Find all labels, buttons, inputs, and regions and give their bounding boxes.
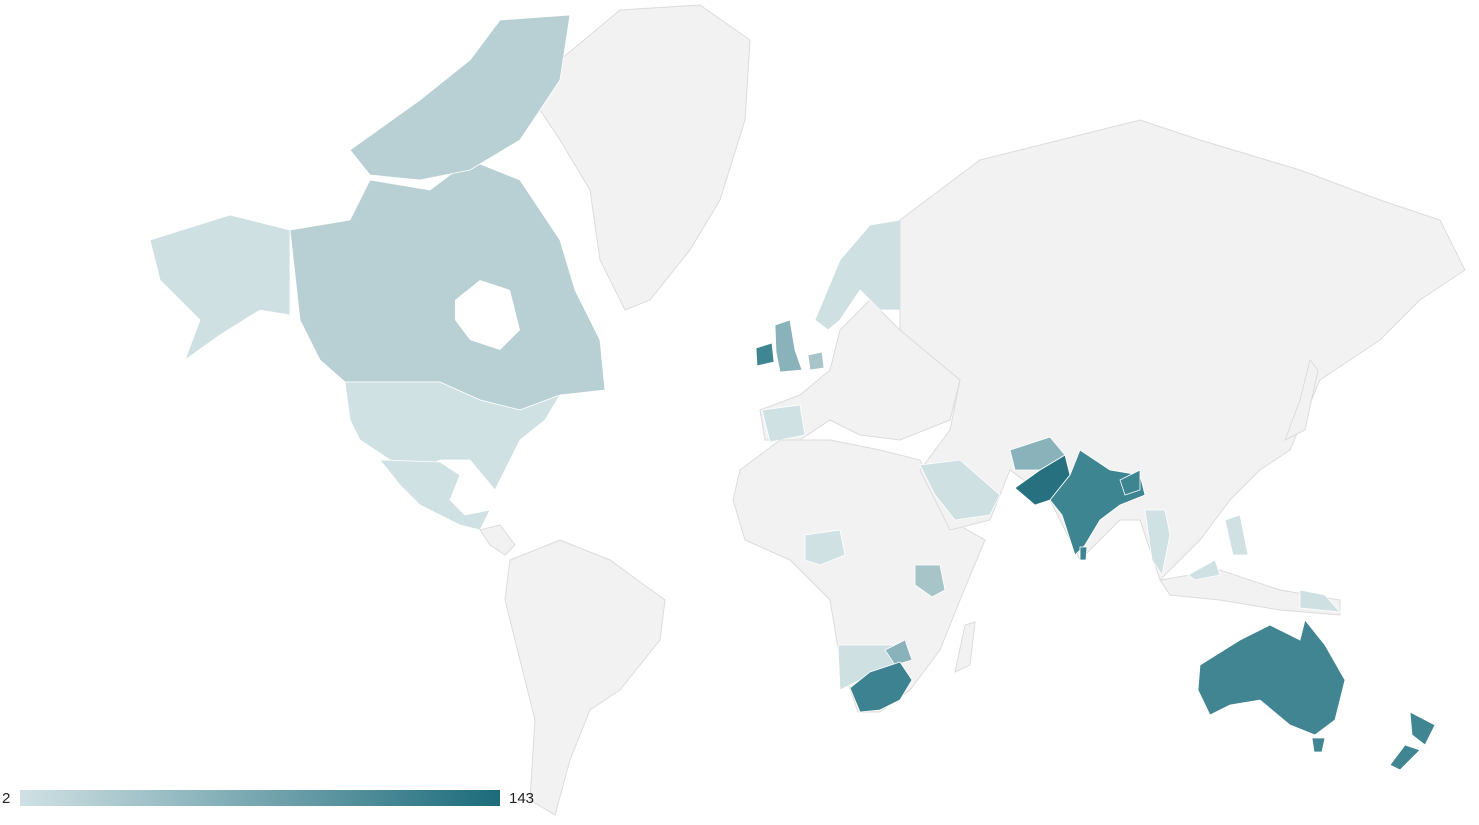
- legend: 2 143: [2, 790, 534, 807]
- saudi-arabia: [919, 459, 1001, 521]
- tasmania: [1311, 737, 1326, 753]
- new-zealand: [1389, 711, 1436, 771]
- arctic-islands: [349, 14, 571, 181]
- nigeria: [804, 529, 846, 566]
- legend-max-label: 143: [509, 790, 534, 807]
- europe: [759, 299, 961, 441]
- central-america: [479, 524, 516, 556]
- kenya: [914, 564, 946, 598]
- color-scale: [20, 790, 500, 806]
- papua-new-guinea: [1299, 589, 1341, 613]
- philippines: [1224, 514, 1249, 556]
- south-america: [504, 539, 666, 816]
- usa: [344, 381, 561, 491]
- sri-lanka: [1079, 546, 1088, 561]
- japan: [1284, 358, 1319, 442]
- great-britain: [774, 319, 803, 373]
- greenland: [539, 4, 751, 311]
- madagascar: [954, 621, 976, 673]
- legend-min-label: 2: [2, 790, 10, 807]
- africa: [732, 439, 986, 713]
- mexico: [379, 459, 491, 531]
- alaska: [149, 214, 291, 362]
- zimbabwe: [884, 639, 913, 666]
- india: [1049, 449, 1146, 556]
- iberia: [761, 404, 806, 443]
- canada: [289, 159, 606, 411]
- indonesia: [1159, 569, 1341, 616]
- ireland: [755, 342, 775, 367]
- bangladesh: [1119, 469, 1141, 496]
- netherlands: [807, 351, 825, 371]
- hudson-bay: [455, 280, 520, 350]
- indonesia-part: [1187, 559, 1221, 581]
- thailand-malaysia: [1144, 509, 1171, 577]
- countries: [149, 4, 1466, 816]
- south-africa: [849, 661, 913, 713]
- australia: [1197, 619, 1346, 736]
